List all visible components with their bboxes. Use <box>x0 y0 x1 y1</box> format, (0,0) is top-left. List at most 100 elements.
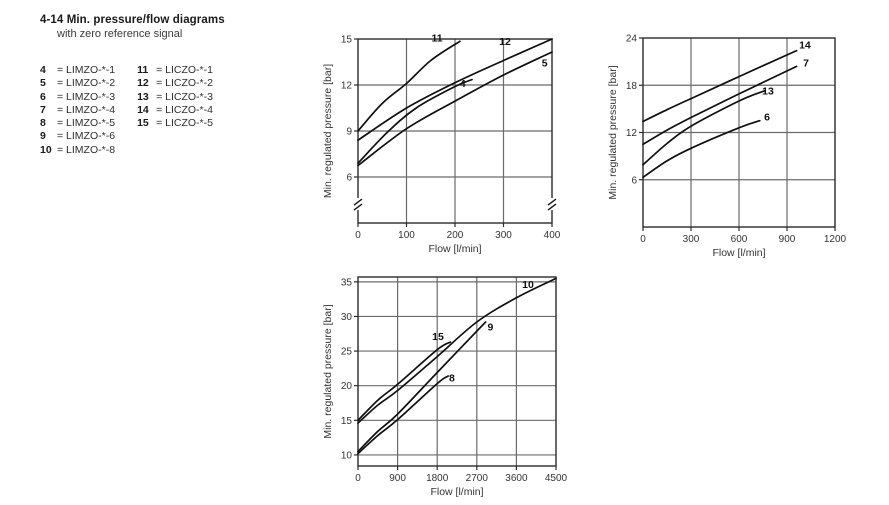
y-tick-label: 20 <box>341 381 353 392</box>
legend-entry-model: = LIMZO-*-3 <box>57 90 116 103</box>
chart-canvas-2: 0 300 600 900 1200 6 12 18 24 Flow [l/min] Min. re… <box>607 34 847 260</box>
x-tick-label: 0 <box>640 234 646 245</box>
x-tick-label: 900 <box>389 473 406 484</box>
curve-9 <box>357 321 487 453</box>
x-tick-label: 4500 <box>545 473 568 484</box>
legend-entry-number: 8 <box>40 117 46 130</box>
x-tick-label: 900 <box>779 234 796 245</box>
legend-entry-model: = LICZO-*-5 <box>156 117 213 130</box>
x-tick-label: 400 <box>544 230 561 241</box>
curve-10 <box>357 277 557 424</box>
axis-break-icon <box>547 198 557 206</box>
x-tick-label: 0 <box>355 230 361 241</box>
model-legend: 4 = LIMZO-*-1 5 = LIMZO-*-2 6 = LIMZO-*-3 7 = L… <box>40 64 213 157</box>
chart-canvas-1: 0 100 200 300 400 6 9 12 15 Flow [l/min] Min. regu… <box>322 33 561 255</box>
axis-break-icon <box>353 198 363 206</box>
curve-4 <box>357 78 473 165</box>
curve-label-13: 13 <box>762 85 774 97</box>
legend-column-limzo: 4 = LIMZO-*-1 5 = LIMZO-*-2 6 = LIMZO-*-3 7 = L… <box>40 64 115 157</box>
curve-11 <box>357 40 461 132</box>
curve-5 <box>357 51 553 167</box>
x-tick-label: 0 <box>355 473 361 484</box>
legend-entry-model: = LICZO-*-4 <box>156 103 213 116</box>
legend-entry-model: = LICZO-*-2 <box>156 77 213 90</box>
x-tick-label: 2700 <box>466 473 489 484</box>
curve-label-12: 12 <box>499 36 511 48</box>
curve-label-14: 14 <box>799 40 811 52</box>
x-axis-label: Flow [l/min] <box>430 486 483 498</box>
curve-8 <box>357 375 450 455</box>
y-tick-label: 18 <box>626 81 638 92</box>
y-tick-label: 30 <box>341 312 353 323</box>
legend-entry-number: 5 <box>40 77 46 90</box>
curve-6 <box>642 119 761 179</box>
x-tick-label: 100 <box>398 230 415 241</box>
legend-entry-number: 10 <box>40 143 52 156</box>
y-tick-label: 12 <box>626 128 638 139</box>
x-tick-label: 1800 <box>426 473 449 484</box>
y-tick-label: 9 <box>346 127 352 138</box>
curve-7 <box>642 65 798 146</box>
pressure-flow-chart-3: 0 900 1800 2700 3600 4500 10 15 20 25 30 35 Flow [l/… <box>318 262 580 504</box>
curve-14 <box>642 49 798 123</box>
y-tick-label: 24 <box>626 34 638 45</box>
legend-entry-model: = LIMZO-*-2 <box>57 77 116 90</box>
legend-entry-number: 9 <box>40 130 46 143</box>
x-tick-label: 1200 <box>824 234 847 245</box>
legend-entry-model: = LIMZO-*-1 <box>57 64 116 76</box>
legend-entry-model: = LIMZO-*-8 <box>57 143 116 156</box>
y-axis-label: Min. regulated pressure [bar] <box>607 65 619 199</box>
y-tick-label: 6 <box>631 175 637 186</box>
y-tick-label: 12 <box>341 81 353 92</box>
axis-break-gap <box>355 198 361 211</box>
axis-break-icon <box>353 203 363 211</box>
legend-entry-number: 13 <box>137 90 149 103</box>
legend-entry-number: 7 <box>40 103 46 116</box>
x-axis-label: Flow [l/min] <box>712 247 765 259</box>
pressure-flow-chart-2: 0 300 600 900 1200 6 12 18 24 Flow [l/min] Min. re… <box>603 8 861 260</box>
x-axis-label: Flow [l/min] <box>428 243 481 255</box>
x-tick-label: 300 <box>495 230 512 241</box>
section-subtitle: with zero reference signal <box>57 28 183 40</box>
legend-entry-model: = LICZO-*-1 <box>156 64 213 76</box>
y-tick-label: 10 <box>341 450 353 461</box>
legend-entry-number: 14 <box>137 103 149 116</box>
legend-entry-number: 6 <box>40 90 46 103</box>
axis-break-icon <box>547 203 557 211</box>
curve-label-15: 15 <box>432 331 444 343</box>
legend-entry-model: = LIMZO-*-5 <box>57 117 116 130</box>
curve-label-6: 6 <box>764 111 770 123</box>
chart-canvas-3: 0 900 1800 2700 3600 4500 10 15 20 25 30 35 Flow [l/… <box>322 276 568 498</box>
curve-12 <box>357 38 553 142</box>
curve-label-4: 4 <box>460 78 466 90</box>
y-axis-label: Min. regulated pressure [bar] <box>322 64 334 198</box>
legend-entry-number: 11 <box>137 64 149 76</box>
curve-13 <box>642 89 766 166</box>
legend-column-liczo: 11 = LICZO-*-1 12 = LICZO-*-2 13 = LICZO-*-3 1… <box>137 64 213 130</box>
x-tick-label: 3600 <box>505 473 528 484</box>
curve-label-10: 10 <box>522 279 534 291</box>
curve-label-9: 9 <box>488 321 494 333</box>
y-tick-label: 15 <box>341 416 353 427</box>
y-tick-label: 6 <box>346 173 352 184</box>
y-tick-label: 25 <box>341 347 353 358</box>
legend-entry-number: 4 <box>40 64 46 76</box>
section-title: 4-14 Min. pressure/flow diagrams <box>40 14 225 26</box>
legend-entry-model: = LICZO-*-3 <box>156 90 213 103</box>
legend-entry-number: 15 <box>137 117 149 130</box>
pressure-flow-chart-1: 0 100 200 300 400 6 9 12 15 Flow [l/min] Min. regu… <box>318 8 576 260</box>
legend-entry-model: = LIMZO-*-6 <box>57 130 116 143</box>
curve-15 <box>357 341 452 422</box>
axis-break-gap <box>549 198 555 211</box>
plot-border <box>357 276 557 467</box>
x-tick-label: 200 <box>447 230 464 241</box>
y-tick-label: 35 <box>341 277 353 288</box>
curve-label-11: 11 <box>432 33 443 45</box>
y-axis-label: Min. regulated pressure [bar] <box>322 304 334 438</box>
legend-entry-number: 12 <box>137 77 149 90</box>
x-tick-label: 300 <box>683 234 700 245</box>
curve-label-8: 8 <box>449 373 455 385</box>
diagram-header: 4-14 Min. pressure/flow diagrams with ze… <box>40 14 300 40</box>
y-tick-label: 15 <box>341 35 353 46</box>
legend-entry-model: = LIMZO-*-4 <box>57 103 116 116</box>
